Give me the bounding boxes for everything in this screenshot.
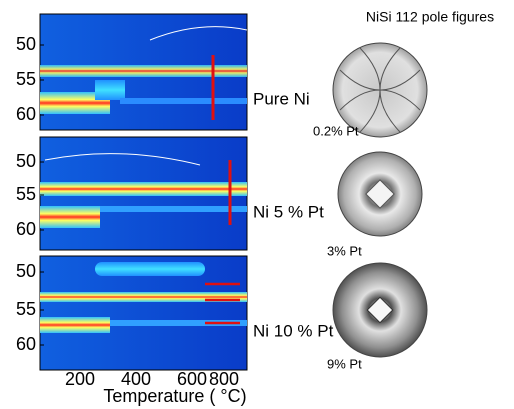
pole-label: 9% Pt — [327, 356, 362, 371]
figure-title: NiSi 112 pole figures — [366, 9, 494, 25]
pole-pattern — [366, 296, 394, 324]
labels: 50 55 60 Pure Ni0.2% Pt 50 55 60 Ni 5 % Pt 3% Pt… — [16, 34, 362, 406]
heatmap — [39, 255, 248, 371]
x-axis-label: Temperature ( °C) — [103, 386, 246, 406]
sample-label: Pure Ni — [253, 89, 310, 108]
heatmap — [39, 13, 248, 131]
x-tick-label: 800 — [209, 369, 239, 389]
y-tick-label: 50 — [16, 261, 36, 281]
y-tick-label: 60 — [16, 334, 36, 354]
sample-label: Ni 5 % Pt — [253, 202, 324, 221]
y-tick-label: 50 — [16, 34, 36, 54]
sample-label: Ni 10 % Pt — [253, 321, 334, 340]
pole-pattern — [339, 47, 421, 133]
x-tick-label: 400 — [121, 369, 151, 389]
pole-label: 0.2% Pt — [313, 123, 359, 138]
y-tick-label: 55 — [16, 69, 36, 89]
y-tick-label: 55 — [16, 184, 36, 204]
y-tick-label: 55 — [16, 299, 36, 319]
pole-pattern — [365, 179, 395, 209]
y-tick-label: 60 — [16, 104, 36, 124]
pole-label: 3% Pt — [327, 243, 362, 258]
y-tick-label: 50 — [16, 151, 36, 171]
x-tick-label: 600 — [177, 369, 207, 389]
y-tick-label: 60 — [16, 219, 36, 239]
heatmap — [39, 136, 248, 251]
x-tick-label: 200 — [65, 369, 95, 389]
